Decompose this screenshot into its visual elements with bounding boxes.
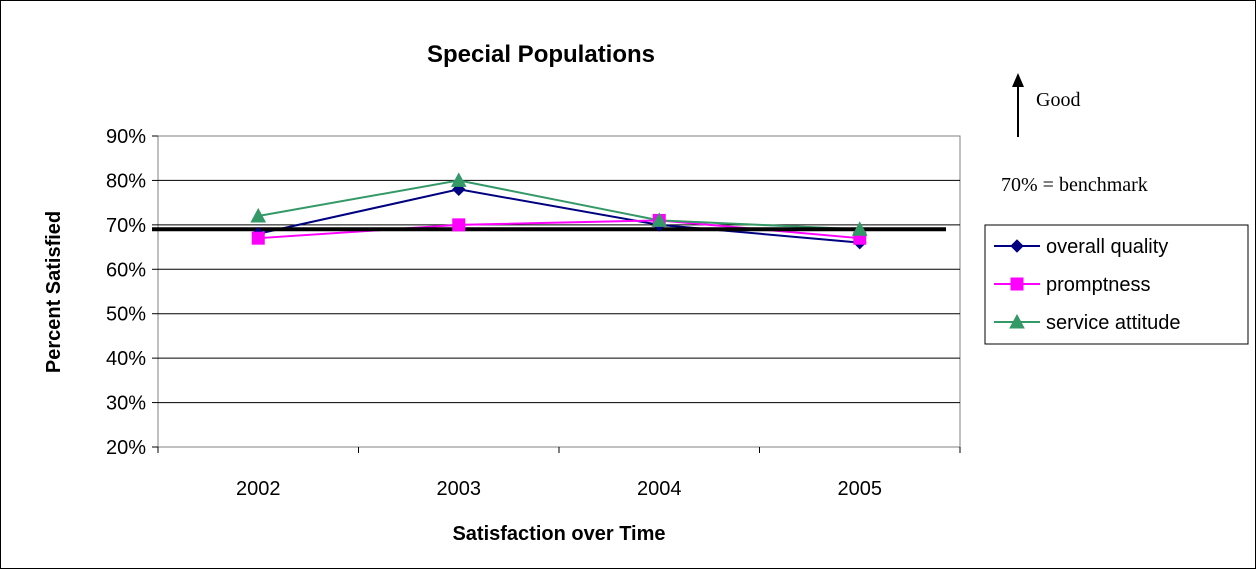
y-axis-ticks: 20% 30% 40% 50% 60% 70% 80% 90% bbox=[106, 126, 158, 459]
benchmark-note: 70% = benchmark bbox=[1001, 174, 1148, 196]
plot-area: 20%30%40%50%60%70%80%90% 2002 2003 2004 200… bbox=[106, 126, 961, 500]
good-label: Good bbox=[1036, 89, 1080, 111]
plot-background bbox=[157, 135, 961, 448]
legend-marker-service-attitude bbox=[1009, 313, 1025, 329]
legend-label-promptness: promptness bbox=[1046, 274, 1151, 296]
legend-label-service-attitude: service attitude bbox=[1046, 312, 1181, 334]
data-point-promptness bbox=[251, 231, 265, 245]
y-tick-label: 70% bbox=[106, 215, 146, 237]
data-point-service-attitude bbox=[651, 212, 668, 227]
x-axis-title: Satisfaction over Time bbox=[452, 523, 665, 545]
data-point-promptness bbox=[452, 218, 466, 232]
series-markers bbox=[250, 172, 868, 250]
series-line-overall-quality bbox=[258, 188, 860, 244]
series-line-service-attitude bbox=[258, 179, 860, 231]
y-tick-label: 40% bbox=[106, 348, 146, 370]
y-tick-label: 60% bbox=[106, 259, 146, 281]
x-tick-label: 2005 bbox=[838, 478, 883, 500]
y-tick-label: 80% bbox=[106, 170, 146, 192]
data-point-service-attitude bbox=[250, 207, 267, 223]
y-axis-title: Percent Satisfied bbox=[43, 211, 65, 373]
data-point-service-attitude bbox=[450, 172, 467, 187]
chart-title: Special Populations bbox=[427, 41, 655, 68]
gridlines bbox=[158, 179, 960, 404]
good-arrow-icon bbox=[1012, 73, 1024, 137]
legend-marker-promptness bbox=[1010, 277, 1024, 291]
x-tick-label: 2003 bbox=[437, 478, 482, 500]
data-point-service-attitude bbox=[851, 221, 868, 236]
x-axis-ticks: 2002 2003 2004 2005 bbox=[157, 447, 961, 500]
x-tick-label: 2004 bbox=[637, 478, 682, 500]
legend-marker-overall-quality bbox=[1010, 239, 1024, 253]
y-tick-label: 30% bbox=[106, 393, 146, 415]
legend: overall quality promptness service attitud… bbox=[984, 224, 1249, 345]
y-tick-label: 20% bbox=[106, 437, 146, 459]
x-tick-label: 2002 bbox=[236, 478, 281, 500]
y-tick-label: 90% bbox=[106, 126, 146, 148]
y-tick-label: 50% bbox=[106, 304, 146, 326]
legend-label-overall-quality: overall quality bbox=[1046, 236, 1168, 258]
